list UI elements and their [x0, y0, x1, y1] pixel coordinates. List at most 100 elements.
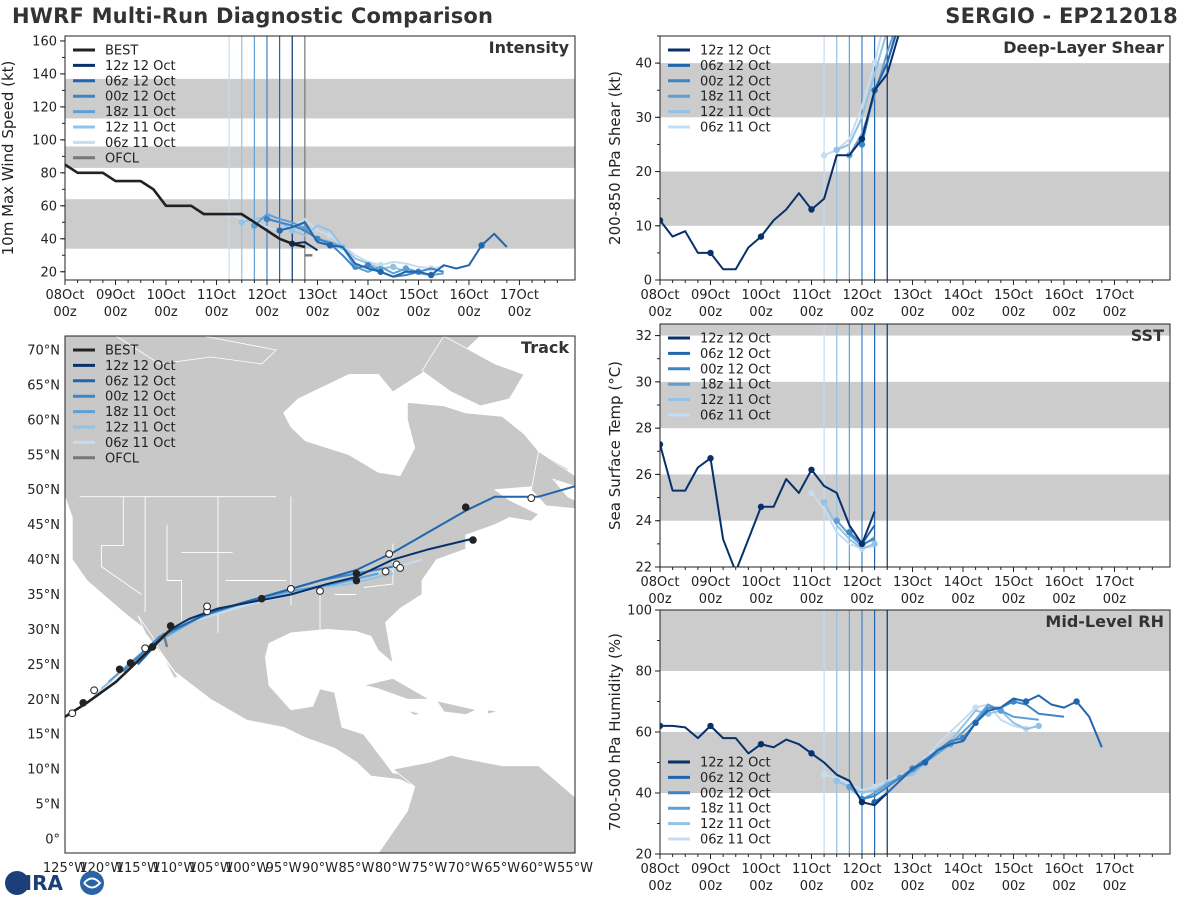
rh-xtick-label: 15Oct	[994, 862, 1033, 877]
intensity-xtick-label: 11Oct	[197, 288, 236, 303]
shear-frame	[659, 35, 1171, 281]
sst-xtick-label: 17Oct	[1095, 575, 1134, 590]
track-lon-label: 85°W	[338, 861, 374, 876]
track-legend-label-12z-11-oct: 12z 11 Oct	[105, 421, 176, 436]
rh-panel-title: Mid-Level RH	[1045, 612, 1164, 631]
shear-xtick-sub: 00z	[800, 305, 824, 320]
shear-xtick-label: 12Oct	[842, 288, 881, 303]
track-lon-label: 110°W	[152, 861, 196, 876]
intensity-ylabel: 10m Max Wind Speed (kt)	[0, 61, 17, 256]
sst-ylabel: Sea Surface Temp (°C)	[606, 361, 624, 530]
shear-point-06z-11-oct	[871, 59, 878, 67]
track-position-marker	[352, 576, 361, 585]
shear-xtick-label: 08Oct	[640, 288, 679, 303]
intensity-band	[65, 199, 575, 249]
track-forecast-marker	[141, 644, 150, 653]
track-forecast-marker	[90, 686, 99, 695]
sst-xtick-label: 08Oct	[640, 575, 679, 590]
sst-legend-label-12z-12-oct: 12z 12 Oct	[700, 332, 771, 347]
shear-xtick-label: 17Oct	[1095, 288, 1134, 303]
shear-point-06z-11-oct	[820, 152, 828, 159]
rh-xtick-sub: 00z	[951, 879, 975, 894]
intensity-band	[65, 78, 575, 119]
shear-point-00z-12-oct	[858, 141, 866, 148]
rh-point-06z-11-oct	[820, 771, 828, 778]
intensity-series-18z-11-oct	[253, 213, 444, 277]
sst-xtick-label: 12Oct	[842, 575, 881, 590]
track-lat-label: 25°N	[27, 658, 60, 673]
logo-globe-icon	[5, 871, 29, 895]
track-position-marker	[352, 569, 361, 578]
shear-xtick-sub: 00z	[850, 305, 874, 320]
shear-ytick-label: 20	[635, 165, 652, 180]
track-frame	[64, 335, 576, 854]
rh-point-06z-12-oct	[972, 719, 979, 727]
track-legend-label-06z-12-oct: 06z 12 Oct	[105, 374, 176, 389]
arctic-coast-land	[65, 336, 278, 365]
track-lat-label: 40°N	[27, 553, 60, 568]
sst-legend-label-12z-11-oct: 12z 11 Oct	[700, 393, 771, 408]
rh-xtick-label: 10Oct	[741, 862, 780, 877]
shear-point-18z-11-oct	[892, 27, 898, 33]
track-lat-label: 35°N	[27, 588, 60, 603]
sst-ytick-label: 30	[635, 375, 652, 390]
track-lat-label: 55°N	[27, 448, 60, 463]
puerto-rico-land	[487, 709, 499, 715]
chart-shear: 0 10 20 30 40 08Oct 00z 09Oct 00z 10Oct 00z 11Oct 00…	[606, 27, 1171, 320]
rh-xtick-sub: 00z	[648, 879, 672, 894]
track-lon-label: 60°W	[521, 861, 557, 876]
rh-legend-label-06z-12-oct: 06z 12 Oct	[700, 771, 771, 786]
track-legend-label-best: BEST	[105, 344, 138, 359]
state-border	[166, 524, 183, 621]
rh-xtick-sub: 00z	[1103, 879, 1127, 894]
sst-frame	[659, 323, 1171, 568]
track-plot-area	[65, 336, 575, 853]
rh-legend-label-00z-12-oct: 00z 12 Oct	[700, 786, 771, 801]
track-position-marker	[469, 536, 477, 544]
track-forecast-marker	[381, 567, 390, 576]
shear-point-12z-11-oct	[833, 146, 840, 154]
intensity-xtick-label: 08Oct	[45, 288, 84, 303]
sst-xtick-sub: 00z	[1103, 592, 1127, 607]
intensity-point-12z-11-oct	[390, 263, 397, 271]
track-lat-label: 60°N	[27, 413, 60, 428]
shear-xtick-sub: 00z	[951, 305, 975, 320]
track-legend-label-ofcl: OFCL	[105, 451, 140, 466]
shear-xtick-sub: 00z	[1002, 305, 1026, 320]
sst-panel-title: SST	[1131, 326, 1164, 345]
intensity-legend-label-18z-11-oct: 18z 11 Oct	[105, 105, 176, 120]
rh-xtick-label: 12Oct	[842, 862, 881, 877]
baffin-island-land	[421, 336, 525, 407]
rh-ytick-label: 80	[635, 665, 652, 680]
shear-legend-label-18z-11-oct: 18z 11 Oct	[700, 90, 771, 105]
intensity-point-06z-12-oct	[377, 268, 384, 275]
storm-id: SERGIO - EP212018	[945, 4, 1178, 28]
intensity-xtick-sub: 00z	[104, 305, 128, 320]
intensity-xtick-label: 14Oct	[348, 288, 387, 303]
intensity-legend-label-00z-12-oct: 00z 12 Oct	[105, 90, 176, 105]
shear-plot-area	[660, 27, 1170, 280]
sst-xtick-label: 15Oct	[994, 575, 1033, 590]
intensity-legend-label-12z-12-oct: 12z 12 Oct	[105, 59, 176, 74]
rh-point-12z-12-oct	[757, 741, 765, 748]
sst-point-18z-11-oct	[833, 517, 840, 524]
rh-xtick-label: 08Oct	[640, 862, 679, 877]
rh-xtick-sub: 00z	[699, 879, 723, 894]
rh-point-12z-11-oct	[1035, 722, 1042, 730]
shear-point-12z-12-oct	[707, 249, 714, 257]
sst-band	[660, 381, 1170, 429]
shear-series-18z-11-oct	[848, 36, 894, 156]
sst-band	[660, 324, 1170, 336]
intensity-legend-label-best: BEST	[105, 44, 138, 59]
rh-plot-area	[660, 610, 1170, 854]
sst-point-12z-12-oct	[808, 466, 815, 473]
rh-xtick-label: 17Oct	[1095, 862, 1134, 877]
intensity-point-12z-11-oct	[289, 227, 296, 234]
shear-point-12z-12-oct	[808, 206, 815, 213]
intensity-ytick-label: 100	[32, 133, 57, 148]
cira-logo: CIRA	[5, 871, 104, 895]
rh-xtick-label: 09Oct	[691, 862, 730, 877]
